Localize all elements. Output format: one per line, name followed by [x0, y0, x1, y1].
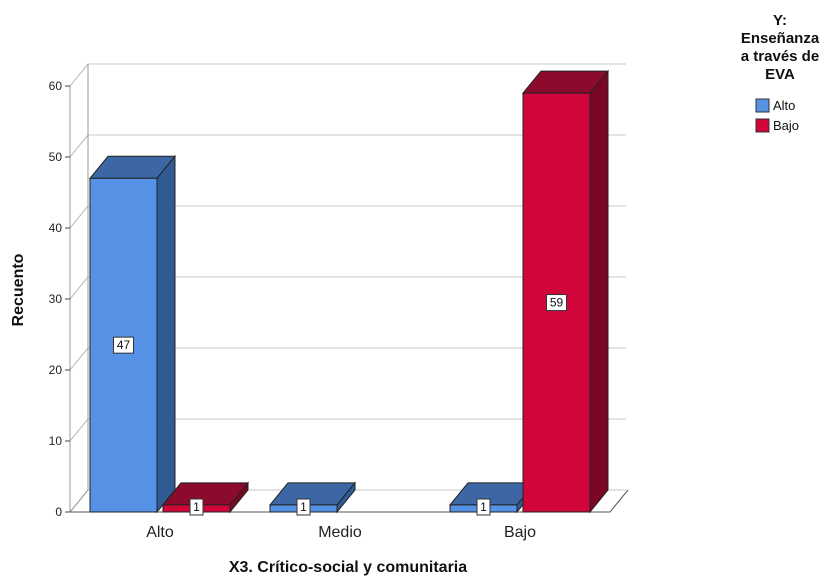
x-axis-title: X3. Crítico-social y comunitaria	[229, 559, 467, 576]
y-tick-label: 60	[49, 79, 63, 93]
y-axis-title: Recuento	[10, 253, 27, 326]
y-tick-label: 10	[49, 434, 63, 448]
bar-side	[589, 69, 609, 514]
bar-bajo-bajo: 59	[521, 69, 610, 514]
x-tick-label: Bajo	[504, 524, 536, 541]
grid-diagonal	[69, 134, 89, 158]
legend-title-line-2: Enseñanza	[741, 30, 820, 47]
bars: 47 1 1 1 59	[88, 69, 610, 516]
x-tick-label: Medio	[318, 524, 362, 541]
legend-title-line-4: EVA	[765, 66, 795, 83]
legend-swatch-alto	[755, 98, 770, 113]
x-tick-label: Alto	[146, 524, 174, 541]
floor-line	[70, 489, 629, 513]
legend-label-bajo: Bajo	[773, 118, 799, 133]
y-tick-label: 0	[55, 505, 62, 519]
data-label-box	[113, 336, 134, 354]
y-tick-label: 30	[49, 292, 63, 306]
legend: Y: Enseñanza a través de EVA Alto Bajo	[741, 12, 820, 133]
legend-title-line-1: Y:	[773, 12, 787, 29]
data-label: 1	[480, 500, 487, 514]
data-label-box	[476, 498, 491, 516]
data-label-box	[546, 294, 567, 312]
data-label-box	[189, 498, 204, 516]
y-tick-label: 20	[49, 363, 63, 377]
data-label: 47	[117, 338, 131, 352]
legend-swatch-bajo	[755, 118, 770, 133]
grid-diagonal	[69, 205, 89, 229]
y-axis-ticks: 0 10 20 30 40 50 60	[49, 79, 70, 519]
bar-alto-medio: 1	[268, 481, 357, 516]
grid-diagonal	[69, 276, 89, 300]
legend-label-alto: Alto	[773, 98, 795, 113]
legend-title-line-3: a través de	[741, 48, 819, 65]
y-tick-label: 40	[49, 221, 63, 235]
data-label-box	[296, 498, 311, 516]
data-label: 1	[300, 500, 307, 514]
grid-diagonal	[69, 418, 89, 442]
bar-bajo-alto: 1	[161, 481, 250, 516]
grid-diagonal	[69, 347, 89, 371]
bar-alto-bajo: 1	[448, 481, 537, 516]
data-label: 59	[550, 296, 564, 310]
bar-alto-alto: 47	[88, 154, 177, 514]
data-label: 1	[193, 500, 200, 514]
x-axis-categories: Alto Medio Bajo	[146, 524, 536, 541]
y-tick-label: 50	[49, 150, 63, 164]
bar-side	[156, 154, 176, 514]
grid-diagonal	[69, 63, 89, 87]
